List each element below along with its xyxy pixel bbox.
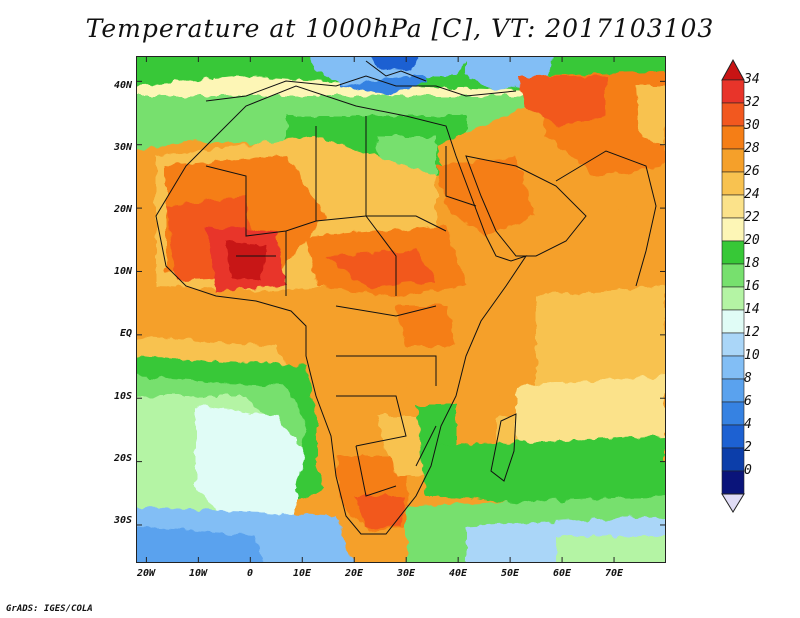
colorbar [721,58,745,513]
colorbar-swatch [721,401,745,426]
lat-label-eq: EQ [119,328,132,339]
lon-label-20w: 20W [136,568,156,579]
lat-label-20n: 20N [113,204,132,215]
lon-label-30e: 30E [396,568,416,579]
colorbar-swatch [721,263,745,288]
colorbar-swatch [721,102,745,127]
colorbar-label: 8 [744,371,752,386]
colorbar-label: 6 [744,394,752,409]
colorbar-label: 16 [744,279,760,294]
colorbar-label: 12 [744,325,760,340]
colorbar-label: 32 [744,95,760,110]
map-frame [136,56,666,563]
colorbar-label: 10 [744,348,760,363]
colorbar-swatch [721,309,745,334]
country-borders [155,60,657,535]
colorbar-label: 28 [744,141,760,156]
colorbar-label: 14 [744,302,760,317]
lat-label-10n: 10N [113,266,132,277]
colorbar-label: 34 [744,72,760,87]
colorbar-swatch [721,217,745,242]
lat-label-30s: 30S [113,515,132,526]
colorbar-swatch [721,470,745,495]
colorbar-label: 22 [744,210,760,225]
lon-label-70e: 70E [604,568,624,579]
temperature-map [136,56,666,563]
lat-label-30n: 30N [113,142,132,153]
lon-label-60e: 60E [552,568,572,579]
colorbar-swatch [721,148,745,173]
colorbar-swatch [721,286,745,311]
lon-label-0: 0 [246,568,254,579]
colorbar-swatch [721,332,745,357]
lat-label-10s: 10S [113,391,132,402]
colorbar-swatch [721,240,745,265]
colorbar-swatch [721,355,745,380]
colorbar-label: 26 [744,164,760,179]
lat-label-20s: 20S [113,453,132,464]
chart-title: Temperature at 1000hPa [C], VT: 20171031… [85,14,715,43]
colorbar-swatch [721,125,745,150]
lon-label-10w: 10W [188,568,208,579]
lat-label-40n: 40N [113,80,132,91]
colorbar-label: 20 [744,233,760,248]
colorbar-swatch [721,79,745,104]
lon-label-40e: 40E [448,568,468,579]
colorbar-label: 0 [744,463,752,478]
colorbar-label: 24 [744,187,760,202]
colorbar-over-arrow [721,58,745,81]
credit-text: GrADS: IGES/COLA [6,604,93,614]
colorbar-swatch [721,171,745,196]
lon-label-50e: 50E [500,568,520,579]
colorbar-label: 18 [744,256,760,271]
colorbar-swatch [721,378,745,403]
temperature-field [136,56,666,563]
lon-label-10e: 10E [292,568,312,579]
colorbar-label: 4 [744,417,752,432]
colorbar-swatch [721,194,745,219]
colorbar-swatch [721,424,745,449]
colorbar-label: 2 [744,440,752,455]
colorbar-under-arrow [721,493,745,513]
colorbar-label: 30 [744,118,760,133]
colorbar-swatch [721,447,745,472]
axis-ticks [136,56,666,563]
lon-label-20e: 20E [344,568,364,579]
